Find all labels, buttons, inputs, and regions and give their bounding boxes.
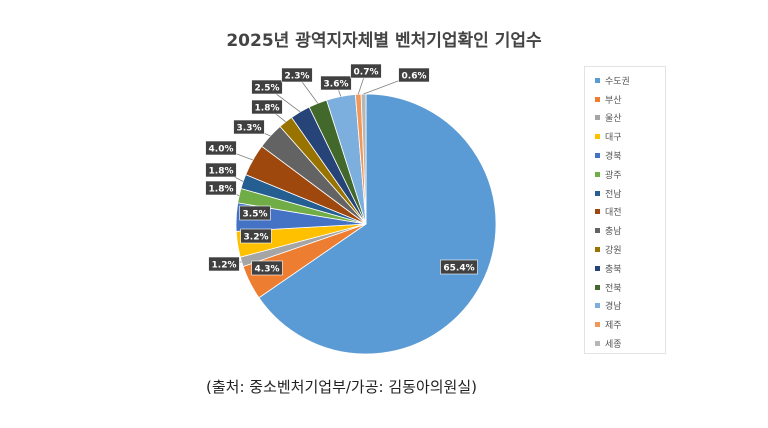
legend-item-부산: 부산 xyxy=(595,90,665,109)
legend-swatch xyxy=(595,77,600,83)
legend-item-충남: 충남 xyxy=(595,221,665,240)
legend-label: 충북 xyxy=(605,264,622,275)
legend-label: 전남 xyxy=(605,189,622,200)
legend-swatch xyxy=(595,284,600,290)
legend-item-제주: 제주 xyxy=(595,315,665,334)
legend-swatch xyxy=(595,341,600,347)
svg-text:0.6%: 0.6% xyxy=(402,72,427,82)
data-label-세종: 0.6% xyxy=(398,67,430,83)
svg-text:3.5%: 3.5% xyxy=(243,210,268,220)
data-label-경남: 3.6% xyxy=(320,75,352,91)
legend-swatch xyxy=(595,322,600,328)
pie-slices xyxy=(235,93,497,355)
data-label-제주: 0.7% xyxy=(350,63,382,79)
legend-item-울산: 울산 xyxy=(595,109,665,128)
legend-swatch xyxy=(595,171,600,177)
svg-text:0.7%: 0.7% xyxy=(354,68,379,78)
legend-swatch xyxy=(595,134,600,140)
pie-slice-수도권 xyxy=(258,93,497,355)
legend-item-세종: 세종 xyxy=(595,334,665,353)
legend-item-전북: 전북 xyxy=(595,278,665,297)
legend-swatch xyxy=(595,209,600,215)
svg-text:1.8%: 1.8% xyxy=(209,185,234,195)
svg-text:3.3%: 3.3% xyxy=(237,124,262,134)
legend-item-강원: 강원 xyxy=(595,240,665,259)
legend-label: 부산 xyxy=(605,95,622,106)
legend-swatch xyxy=(595,190,600,196)
legend-label: 경남 xyxy=(605,302,622,313)
svg-text:3.2%: 3.2% xyxy=(244,233,269,243)
legend-label: 제주 xyxy=(605,321,622,332)
legend-label: 수도권 xyxy=(605,76,630,87)
svg-text:1.8%: 1.8% xyxy=(255,104,280,114)
data-label-대구: 3.2% xyxy=(240,228,272,244)
legend-swatch xyxy=(595,228,600,234)
pie-slice-세종 xyxy=(360,93,367,225)
legend-item-수도권: 수도권 xyxy=(595,71,665,90)
svg-text:1.8%: 1.8% xyxy=(209,167,234,177)
legend-item-대구: 대구 xyxy=(595,127,665,146)
data-label-대전: 4.0% xyxy=(205,140,237,156)
data-label-전북: 2.3% xyxy=(281,67,313,83)
svg-text:4.0%: 4.0% xyxy=(209,145,234,155)
legend-label: 세종 xyxy=(605,340,622,351)
svg-text:2.3%: 2.3% xyxy=(285,72,310,82)
legend-item-광주: 광주 xyxy=(595,165,665,184)
legend-label: 충남 xyxy=(605,227,622,238)
legend-swatch xyxy=(595,153,600,159)
legend-item-충북: 충북 xyxy=(595,259,665,278)
legend-label: 대구 xyxy=(605,133,622,144)
svg-text:1.2%: 1.2% xyxy=(212,261,237,271)
svg-text:4.3%: 4.3% xyxy=(255,265,280,275)
data-label-경북: 3.5% xyxy=(239,205,271,221)
source-note: (출처: 중소벤처기업부/가공: 김동아의원실) xyxy=(206,378,478,396)
data-labels: 65.4% 4.3% 1.2% 3.2% 3.5% 1.8% 1.8% 4.0% 3.3% 1.8… xyxy=(205,63,478,276)
data-label-충북: 2.5% xyxy=(251,79,283,95)
chart-title: 2025년 광역지자체별 벤처기업확인 기업수 xyxy=(226,31,542,51)
svg-text:3.6%: 3.6% xyxy=(324,80,349,90)
legend-label: 대전 xyxy=(605,208,622,219)
legend-swatch xyxy=(595,115,600,121)
data-label-부산: 4.3% xyxy=(251,260,283,276)
legend-item-전남: 전남 xyxy=(595,184,665,203)
legend-item-경북: 경북 xyxy=(595,146,665,165)
legend-label: 광주 xyxy=(605,170,622,181)
data-label-충남: 3.3% xyxy=(233,119,265,135)
data-label-강원: 1.8% xyxy=(251,99,283,115)
legend-swatch xyxy=(595,303,600,309)
legend-item-대전: 대전 xyxy=(595,203,665,222)
legend-swatch xyxy=(595,247,600,253)
legend-swatch xyxy=(595,265,600,271)
svg-text:2.5%: 2.5% xyxy=(255,84,280,94)
svg-text:65.4%: 65.4% xyxy=(443,264,474,274)
data-label-울산: 1.2% xyxy=(208,256,240,272)
data-label-전남: 1.8% xyxy=(205,162,237,178)
legend-label: 전북 xyxy=(605,283,622,294)
legend-item-경남: 경남 xyxy=(595,297,665,316)
data-label-광주: 1.8% xyxy=(205,180,237,196)
legend-label: 강원 xyxy=(605,246,622,257)
legend-swatch xyxy=(595,96,600,102)
legend-label: 울산 xyxy=(605,114,622,125)
legend-label: 경북 xyxy=(605,152,622,163)
data-label-수도권: 65.4% xyxy=(440,259,478,275)
